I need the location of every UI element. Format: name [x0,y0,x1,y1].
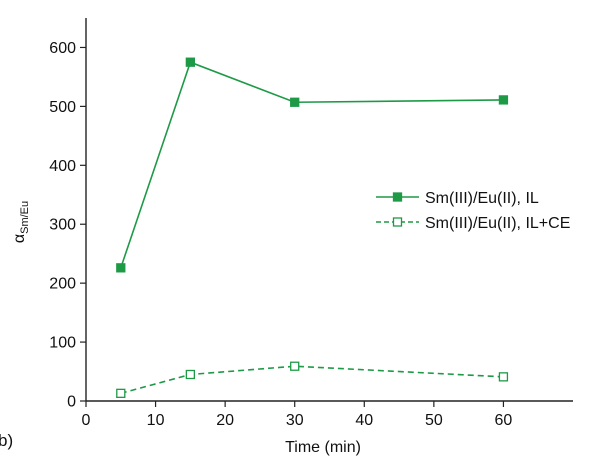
y-tick-label: 600 [49,40,76,57]
y-axis-title: αSm/Eu [11,201,31,243]
data-point [498,372,509,382]
x-tick-label: 40 [355,412,373,429]
y-tick-label: 200 [49,276,76,293]
legend-label: Sm(III)/Eu(II), IL [425,190,539,207]
x-tick-label: 50 [425,412,443,429]
series-line [120,61,504,269]
y-tick-label: 400 [49,158,76,175]
data-point [185,369,196,380]
x-tick-label: 20 [216,412,234,429]
x-axis-title: Time (min) [285,439,361,456]
data-point [185,57,196,67]
data-point [116,388,126,398]
y-tick-label: 300 [49,217,76,234]
x-tick-label: 30 [286,412,304,429]
y-axis-title-main: α [11,234,28,243]
legend-marker [392,217,403,227]
legend-label: Sm(III)/Eu(II), IL+CE [425,215,570,232]
data-point [498,95,509,105]
x-axis: 0 10 20 30 40 50 60 [82,400,573,429]
data-point [290,97,300,107]
x-tick-label: 0 [82,412,91,429]
data-point [290,361,300,371]
data-point [116,263,126,273]
x-tick-label: 60 [495,412,513,429]
series-layer [116,57,509,398]
legend: Sm(III)/Eu(II), IL Sm(III)/Eu(II), IL+CE [376,190,570,232]
y-tick-label: 0 [67,394,76,411]
legend-marker [392,192,403,202]
y-tick-label: 100 [49,335,76,352]
series-line [120,365,504,395]
x-tick-label: 10 [147,412,165,429]
y-axis-title-subscript: Sm/Eu [19,201,31,234]
y-tick-label: 500 [49,99,76,116]
y-axis: 0 100 200 300 400 500 600 [49,18,87,411]
panel-label: b) [0,431,13,450]
